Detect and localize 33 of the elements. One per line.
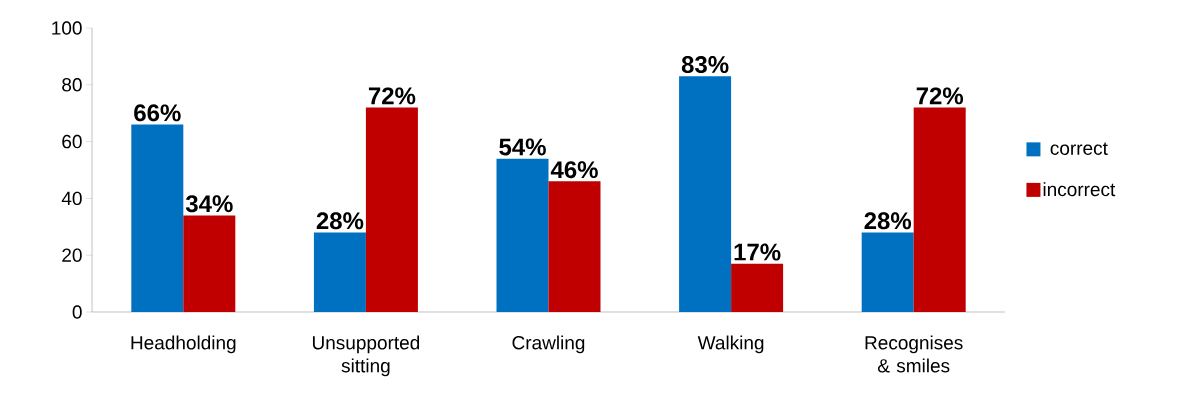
bar (913, 107, 966, 312)
y-tick-label: 40 (61, 191, 82, 206)
bar (679, 76, 732, 312)
x-tick-label: Headholding (131, 335, 236, 354)
data-label: 46% (550, 161, 598, 179)
bar (365, 107, 418, 312)
data-label: 66% (134, 104, 181, 122)
legend-label: correct (1050, 142, 1108, 155)
x-tick-label: Unsupported sitting (312, 335, 420, 377)
y-tick-label: 20 (62, 248, 82, 262)
x-tick-label: Recognises & smiles (865, 335, 963, 373)
bar (183, 215, 236, 312)
y-tick-label: 60 (62, 134, 82, 149)
y-tick-label: 80 (62, 78, 82, 92)
data-label: 72% (368, 87, 416, 105)
data-label: 83% (681, 56, 729, 74)
data-label: 34% (185, 195, 233, 213)
data-label: 28% (864, 212, 912, 230)
x-tick-label: Walking (697, 335, 764, 354)
x-tick-label: Crawling (512, 335, 585, 354)
bar (861, 232, 914, 312)
bar (731, 263, 784, 312)
y-tick-label: 100 (52, 21, 82, 35)
y-tick-label: 0 (72, 305, 82, 319)
data-label: 54% (499, 138, 546, 156)
legend-label: incorrect (1043, 182, 1116, 197)
bar (131, 124, 184, 312)
bar (496, 158, 549, 312)
bar (313, 232, 366, 312)
bar (548, 181, 601, 312)
data-label: 28% (316, 212, 364, 230)
data-label: 17% (734, 243, 781, 261)
data-label: 72% (916, 87, 964, 105)
